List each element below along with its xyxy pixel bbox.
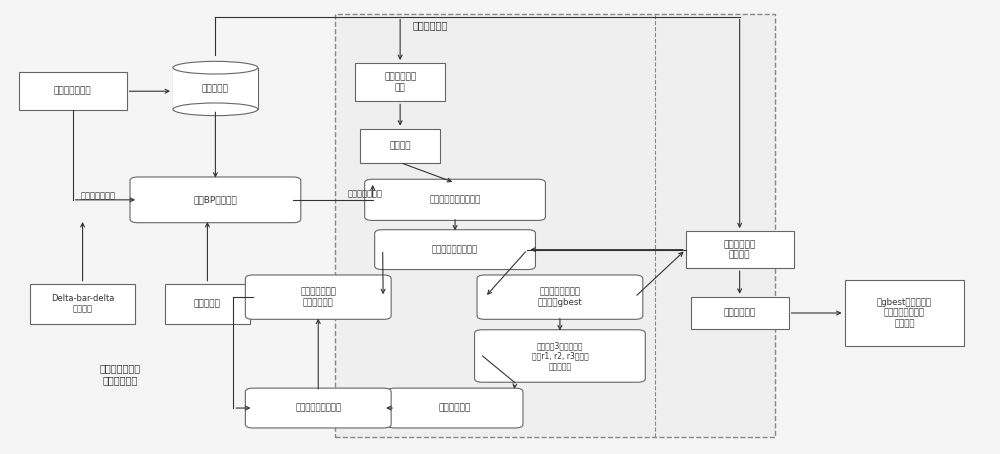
FancyBboxPatch shape <box>686 231 794 268</box>
Text: 数据归一化处理: 数据归一化处理 <box>54 87 91 96</box>
FancyBboxPatch shape <box>360 128 440 163</box>
FancyBboxPatch shape <box>335 14 775 438</box>
FancyBboxPatch shape <box>365 179 545 221</box>
FancyBboxPatch shape <box>477 275 643 319</box>
FancyBboxPatch shape <box>245 388 391 428</box>
Bar <box>173 68 258 109</box>
FancyBboxPatch shape <box>375 230 535 270</box>
Ellipse shape <box>173 61 258 74</box>
Text: 滚齿加工，评价种群: 滚齿加工，评价种群 <box>432 245 478 254</box>
Text: 进行种群选择，
产生子代向量: 进行种群选择， 产生子代向量 <box>300 287 336 307</box>
Text: 滚齿加工效果
评价模型: 滚齿加工效果 评价模型 <box>724 240 756 259</box>
Bar <box>173 68 258 109</box>
Text: 用gbest表示的工艺
参数组进行后续的
滚齿加工: 用gbest表示的工艺 参数组进行后续的 滚齿加工 <box>877 298 932 328</box>
Text: 决策输出变量集: 决策输出变量集 <box>348 189 383 198</box>
Text: 满足截止条件: 满足截止条件 <box>724 309 756 317</box>
FancyBboxPatch shape <box>475 330 645 382</box>
Text: 差分进化模块: 差分进化模块 <box>412 20 448 30</box>
Text: 附加动量法: 附加动量法 <box>194 300 221 308</box>
FancyBboxPatch shape <box>387 388 523 428</box>
FancyBboxPatch shape <box>165 284 250 324</box>
Text: 滚齿加工，评价种群: 滚齿加工，评价种群 <box>295 404 341 413</box>
Ellipse shape <box>173 103 258 116</box>
FancyBboxPatch shape <box>130 177 301 223</box>
FancyBboxPatch shape <box>355 63 445 101</box>
Text: 标准BP神经网络: 标准BP神经网络 <box>194 195 237 204</box>
Text: 滚齿工艺参数优化种群: 滚齿工艺参数优化种群 <box>429 195 481 204</box>
FancyBboxPatch shape <box>30 284 135 324</box>
FancyBboxPatch shape <box>691 297 789 329</box>
Text: 个体编码: 个体编码 <box>389 141 411 150</box>
Text: 数据反归一化
处理: 数据反归一化 处理 <box>384 73 416 92</box>
Text: 随机选择3个不相同的
个体r1, r2, r3，进行
种群变异。: 随机选择3个不相同的 个体r1, r2, r3，进行 种群变异。 <box>532 341 588 371</box>
Text: 改进的反向传播
神经网络模块: 改进的反向传播 神经网络模块 <box>100 363 141 385</box>
Text: 更新种群全局最优
工艺实例gbest: 更新种群全局最优 工艺实例gbest <box>538 287 582 307</box>
Text: 进行种群交叉: 进行种群交叉 <box>439 404 471 413</box>
Text: Delta-bar-delta
学习规则: Delta-bar-delta 学习规则 <box>51 294 114 314</box>
Text: 决策输入变量集: 决策输入变量集 <box>81 192 116 201</box>
FancyBboxPatch shape <box>19 72 127 110</box>
FancyBboxPatch shape <box>245 275 391 319</box>
Text: 工艺实例集: 工艺实例集 <box>202 84 229 93</box>
FancyBboxPatch shape <box>845 280 964 346</box>
